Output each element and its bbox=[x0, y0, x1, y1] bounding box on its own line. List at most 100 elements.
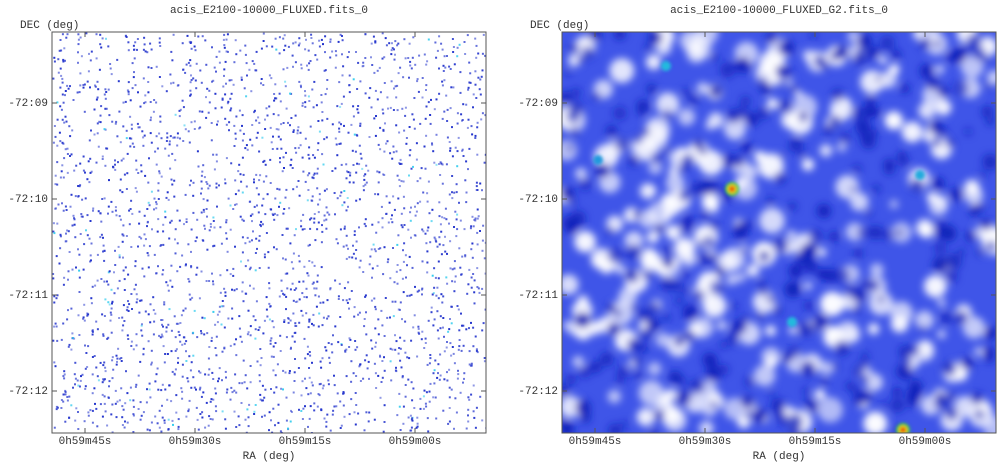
pixel bbox=[288, 372, 291, 375]
blob bbox=[682, 304, 698, 321]
pixel bbox=[457, 373, 460, 376]
blob bbox=[743, 164, 758, 180]
pixel bbox=[78, 91, 81, 94]
pixel bbox=[373, 248, 376, 251]
blob bbox=[831, 88, 844, 101]
pixel bbox=[371, 64, 374, 66]
blob bbox=[702, 352, 717, 367]
pixel bbox=[205, 181, 208, 183]
pixel bbox=[321, 230, 324, 233]
blob bbox=[591, 91, 601, 101]
pixel bbox=[423, 389, 426, 392]
blob bbox=[663, 314, 670, 321]
pixel bbox=[474, 426, 477, 429]
pixel bbox=[112, 166, 115, 169]
pixel bbox=[63, 377, 66, 380]
pixel bbox=[122, 269, 125, 272]
blob bbox=[987, 70, 996, 85]
pixel bbox=[410, 67, 413, 70]
blob bbox=[768, 389, 775, 397]
pixel bbox=[97, 210, 100, 213]
pixel bbox=[292, 129, 295, 132]
pixel bbox=[106, 337, 109, 340]
pixel bbox=[53, 301, 56, 304]
pixel bbox=[469, 364, 472, 367]
pixel bbox=[396, 109, 399, 112]
blob bbox=[569, 126, 580, 137]
pixel bbox=[365, 181, 368, 184]
pixel bbox=[156, 422, 159, 425]
pixel bbox=[155, 272, 158, 275]
pixel bbox=[131, 142, 134, 145]
blob bbox=[757, 107, 770, 120]
x-tick-label: 0h59m30s bbox=[679, 436, 732, 448]
pixel bbox=[90, 242, 93, 245]
pixel bbox=[138, 311, 141, 314]
pixel bbox=[175, 411, 178, 414]
pixel bbox=[54, 174, 57, 177]
pixel bbox=[140, 170, 143, 173]
pixel bbox=[260, 78, 263, 80]
pixel bbox=[199, 386, 202, 389]
pixel bbox=[352, 252, 355, 255]
pixel bbox=[449, 267, 452, 270]
blob bbox=[758, 286, 768, 296]
pixel bbox=[448, 368, 451, 371]
pixel bbox=[200, 332, 203, 335]
pixel bbox=[229, 398, 232, 401]
pixel bbox=[252, 287, 255, 290]
pixel bbox=[317, 393, 320, 395]
pixel bbox=[364, 33, 367, 36]
blob bbox=[745, 112, 760, 127]
pixel bbox=[248, 268, 251, 271]
pixel bbox=[387, 258, 390, 261]
pixel bbox=[442, 317, 445, 319]
pixel bbox=[73, 217, 75, 219]
pixel bbox=[403, 38, 406, 41]
pixel bbox=[132, 431, 135, 433]
pixel bbox=[379, 354, 381, 357]
pixel bbox=[468, 61, 471, 64]
pixel bbox=[346, 301, 349, 304]
pixel bbox=[358, 198, 361, 201]
pixel bbox=[253, 413, 256, 415]
pixel bbox=[159, 115, 162, 118]
blob bbox=[625, 244, 642, 260]
pixel bbox=[400, 162, 403, 165]
pixel bbox=[409, 219, 412, 222]
pixel bbox=[393, 208, 396, 211]
pixel bbox=[96, 328, 99, 331]
pixel bbox=[220, 242, 223, 245]
pixel bbox=[433, 267, 436, 270]
pixel bbox=[314, 54, 317, 57]
pixel bbox=[285, 151, 287, 154]
pixel bbox=[185, 63, 188, 66]
pixel bbox=[64, 393, 67, 396]
pixel bbox=[179, 265, 182, 268]
pixel bbox=[346, 170, 348, 173]
pixel bbox=[292, 312, 295, 315]
pixel bbox=[468, 398, 471, 401]
pixel bbox=[171, 285, 174, 288]
blob bbox=[817, 397, 843, 423]
pixel bbox=[255, 136, 258, 139]
pixel bbox=[65, 120, 68, 123]
pixel bbox=[153, 197, 156, 200]
pixel bbox=[192, 354, 195, 357]
pixel bbox=[192, 376, 195, 379]
pixel bbox=[429, 357, 432, 360]
pixel bbox=[143, 134, 146, 137]
pixel bbox=[385, 212, 388, 215]
pixel bbox=[181, 343, 184, 346]
blob bbox=[574, 312, 591, 328]
pixel bbox=[467, 420, 470, 423]
pixel bbox=[168, 237, 171, 240]
pixel bbox=[157, 218, 160, 221]
pixel bbox=[234, 132, 237, 135]
pixel bbox=[180, 387, 183, 390]
pixel bbox=[272, 407, 275, 410]
pixel bbox=[380, 381, 383, 383]
pixel bbox=[472, 384, 475, 387]
pixel bbox=[308, 243, 311, 246]
pixel bbox=[306, 345, 309, 348]
